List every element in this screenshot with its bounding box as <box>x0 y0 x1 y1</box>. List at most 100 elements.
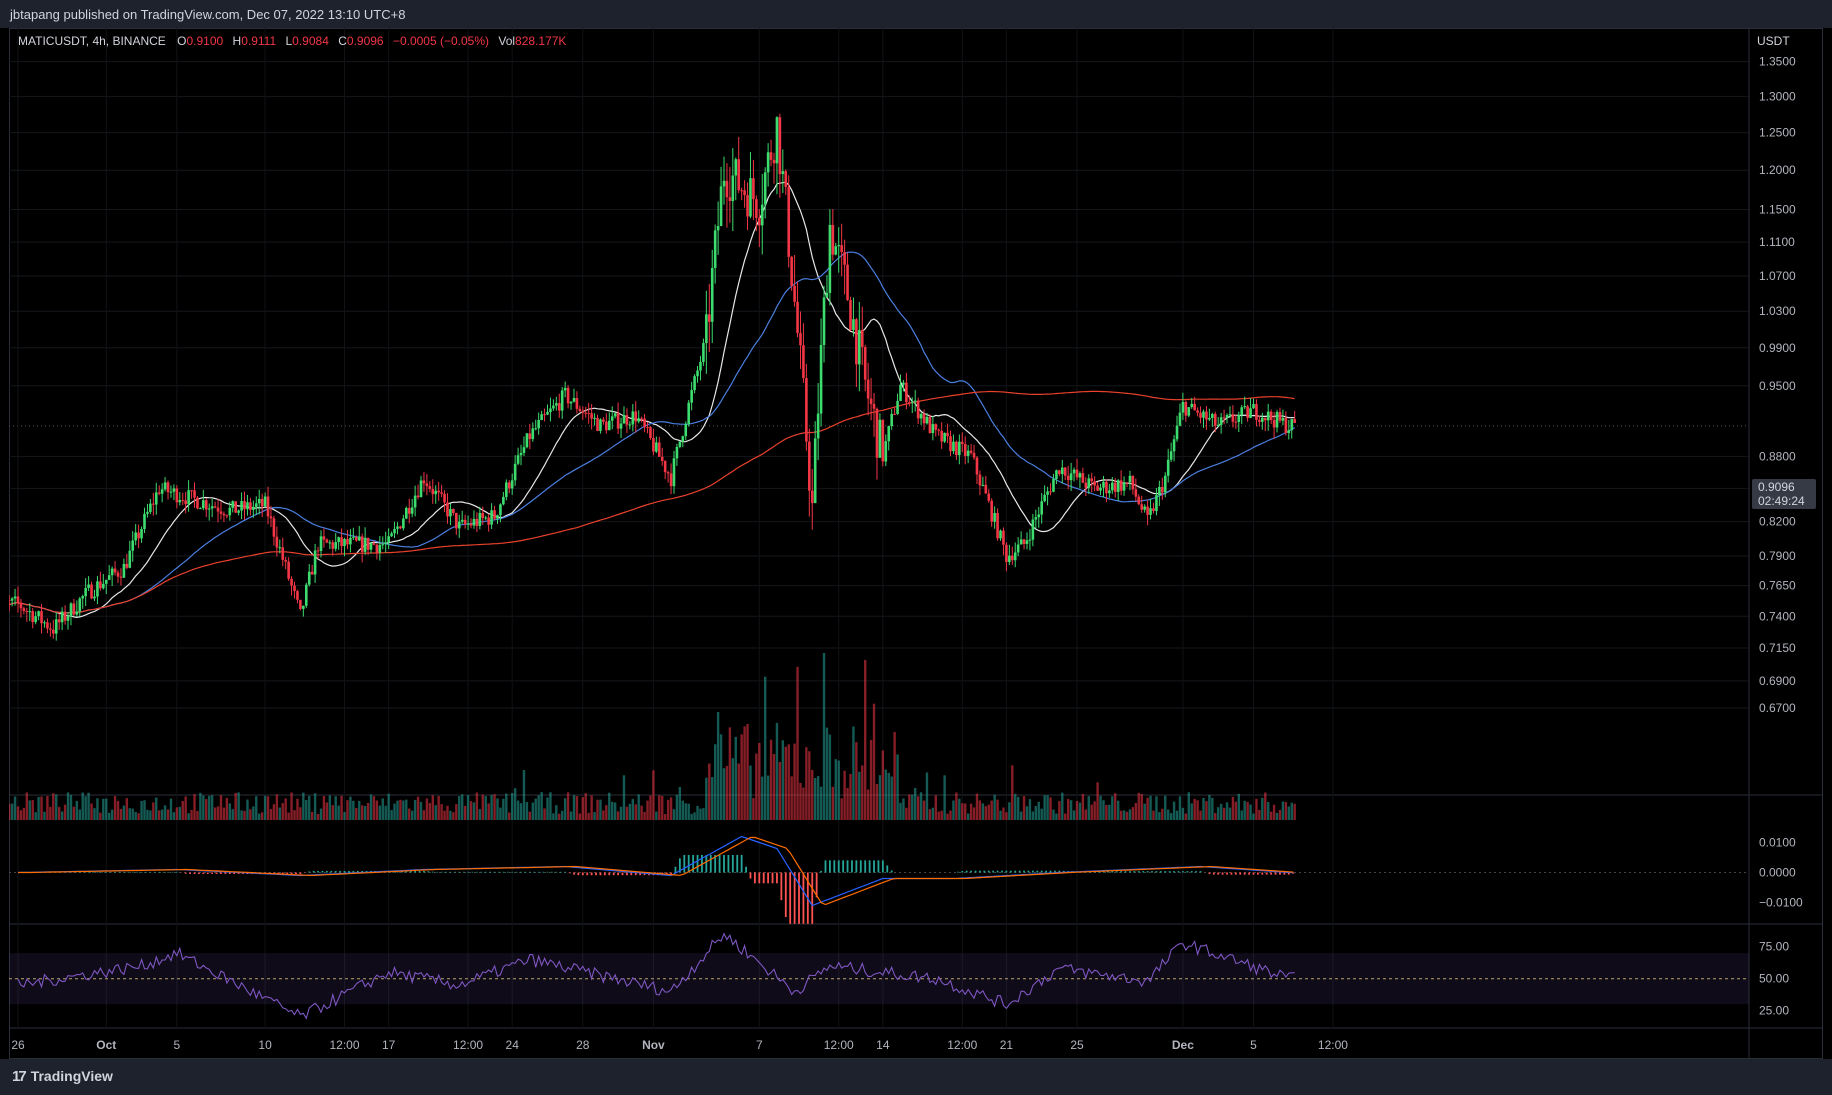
candle-body <box>110 568 114 576</box>
volume-bar <box>1222 807 1226 820</box>
volume-bar <box>481 794 484 820</box>
candle-body <box>487 517 490 525</box>
volume-bar <box>716 711 720 820</box>
volume-bar <box>1075 800 1079 820</box>
macd-histogram-bar <box>493 871 496 873</box>
tradingview-logo[interactable]: 17 TradingView <box>12 1068 113 1085</box>
macd-histogram-bar <box>731 854 734 873</box>
price-tick-label: 1.0700 <box>1759 269 1796 283</box>
macd-histogram-bar <box>1054 870 1056 873</box>
volume-bar <box>775 722 779 820</box>
volume-bar <box>1146 797 1149 820</box>
volume-bar <box>43 811 46 820</box>
candle-body <box>1234 421 1238 423</box>
volume-bar <box>922 800 926 820</box>
volume-bar <box>1011 765 1014 820</box>
volume-bar <box>905 807 908 820</box>
volume-bar <box>293 810 296 820</box>
moving-averages <box>9 181 1295 619</box>
price-tick-label: 1.2500 <box>1759 126 1796 140</box>
macd-histogram-bar <box>1221 872 1224 875</box>
price-tick-label: 0.7400 <box>1759 609 1796 623</box>
volume-bar <box>681 800 685 820</box>
candle-body <box>513 463 517 481</box>
volume-bar <box>1158 812 1161 820</box>
volume-bar <box>581 797 584 820</box>
candle-body <box>43 622 46 624</box>
time-tick-label: 5 <box>174 1038 181 1052</box>
candle-body <box>955 441 958 456</box>
volume-bar <box>134 811 137 820</box>
time-axis[interactable]: 26 Oct 5 10 12:00 17 12:00 24 28 Nov 7 12:00 14 12:00… <box>11 1038 1348 1052</box>
candle-body <box>1058 470 1061 475</box>
macd-histogram-bar <box>798 872 800 924</box>
candle-body <box>863 347 867 380</box>
macd-histogram-bar <box>281 872 284 875</box>
volume-bar <box>999 810 1002 820</box>
candle-body <box>213 506 217 508</box>
volume-bar <box>246 799 249 820</box>
candle-body <box>575 397 579 409</box>
candle-body <box>587 412 590 414</box>
volume-bar <box>290 792 293 820</box>
candle-body <box>646 427 649 429</box>
candle-body <box>231 501 235 508</box>
candle-body <box>1128 475 1132 483</box>
candle-body <box>1125 482 1129 484</box>
macd-histogram-bar <box>162 871 165 873</box>
rsi-tick-label: 75.00 <box>1759 940 1789 954</box>
candle-body <box>666 472 670 474</box>
volume-bar <box>190 809 193 820</box>
volume-bar <box>46 795 49 820</box>
macd-histogram-bar <box>573 872 575 875</box>
candle-body <box>546 412 549 415</box>
volume-bar <box>972 807 976 820</box>
candle-body <box>510 480 514 489</box>
macd-histogram-bar <box>202 872 205 875</box>
volume-bar <box>855 742 858 820</box>
macd-histogram-bar <box>175 871 178 873</box>
candle-body <box>1181 401 1185 413</box>
volume-bar <box>608 792 611 820</box>
candle-body <box>893 413 896 415</box>
volume-bar <box>1187 792 1190 820</box>
volume-bar <box>369 794 373 820</box>
volume-bar <box>287 812 290 820</box>
candle-body <box>1184 401 1188 416</box>
macd-histogram-bar <box>1243 872 1246 875</box>
volume-bar <box>625 806 629 820</box>
candle-body <box>1269 411 1273 421</box>
volume-bar <box>449 810 452 820</box>
high-label: H <box>232 34 242 48</box>
macd-histogram-bar <box>520 871 522 873</box>
volume-bar <box>349 796 352 820</box>
volume-bar <box>993 794 996 820</box>
volume-bar <box>925 772 929 820</box>
candle-body <box>734 159 738 176</box>
time-tick-label: 28 <box>576 1038 590 1052</box>
candle-body <box>34 616 37 623</box>
volume-bar <box>252 806 255 820</box>
candle-body <box>1266 411 1270 421</box>
candle-body <box>1231 414 1235 422</box>
ma-mid-line <box>9 251 1295 614</box>
chart-canvas[interactable]: 1.3500 1.3000 1.2500 1.2000 1.1500 1.1100 1.07… <box>9 28 1822 1058</box>
volume-bar <box>75 800 79 820</box>
volume-bar <box>690 813 693 820</box>
volume-bar <box>346 800 349 820</box>
price-axis[interactable]: 1.3500 1.3000 1.2500 1.2000 1.1500 1.1100 1.07… <box>1759 55 1803 1018</box>
volume-bar <box>1269 811 1273 820</box>
volume-bar <box>422 810 426 820</box>
candle-body <box>434 490 438 495</box>
volume-bar <box>1005 812 1008 820</box>
macd-histogram-bar <box>1168 871 1171 873</box>
macd-histogram-bar <box>506 871 509 873</box>
macd-histogram-bar <box>299 872 302 875</box>
macd-tick-label: −0.0100 <box>1759 896 1803 910</box>
volume-bar <box>428 803 432 820</box>
volume-bar <box>816 776 820 820</box>
volume-bar <box>222 807 226 820</box>
candle-body <box>699 361 702 371</box>
candle-body <box>1196 410 1199 413</box>
macd-histogram-bar <box>1027 870 1030 873</box>
